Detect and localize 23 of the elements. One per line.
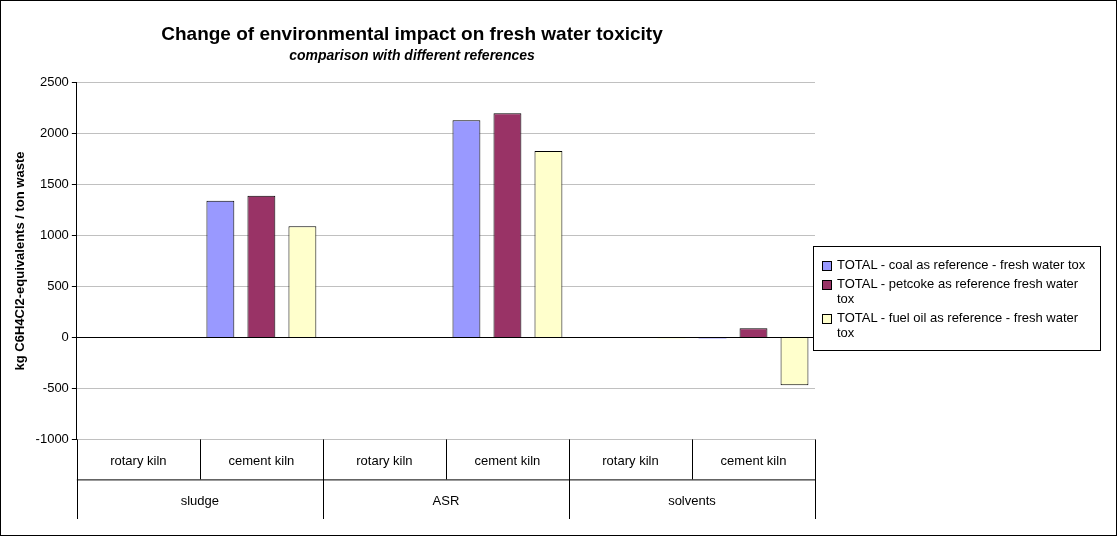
x-tick-label: rotary kiln bbox=[602, 452, 659, 468]
legend-label: TOTAL - coal as reference - fresh water tox bbox=[837, 257, 1086, 272]
x-tick-label: cement kiln bbox=[720, 452, 787, 468]
text: solvents bbox=[668, 492, 717, 508]
y-tick-label: 1000 bbox=[39, 227, 69, 243]
text: ASR bbox=[432, 492, 460, 508]
chart-title: Change of environmental impact on fresh water toxicity bbox=[161, 22, 664, 44]
legend-label: TOTAL - petcoke as reference fresh water tox bbox=[837, 276, 1080, 306]
x-tick-label: cement kiln bbox=[474, 452, 541, 468]
y-tick-label: 1500 bbox=[39, 176, 69, 192]
chart-subtitle: comparison with different references bbox=[289, 47, 535, 64]
x-tick-label: rotary kiln bbox=[356, 452, 413, 468]
y-tick-label: 500 bbox=[47, 278, 69, 294]
y-axis-title: kg C6H4Cl2-equivalents / ton waste bbox=[12, 151, 28, 371]
y-tick-label: 0 bbox=[61, 329, 69, 345]
x-tick-label: rotary kiln bbox=[110, 452, 167, 468]
text: sludge bbox=[180, 492, 220, 508]
y-tick-label: -1000 bbox=[35, 430, 69, 446]
y-tick-label: 2000 bbox=[39, 125, 69, 141]
y-tick-label: -500 bbox=[42, 380, 69, 396]
y-tick-label: 2500 bbox=[39, 74, 69, 90]
legend-label: TOTAL - fuel oil as reference - fresh water tox bbox=[837, 310, 1080, 340]
x-tick-label: cement kiln bbox=[228, 452, 295, 468]
